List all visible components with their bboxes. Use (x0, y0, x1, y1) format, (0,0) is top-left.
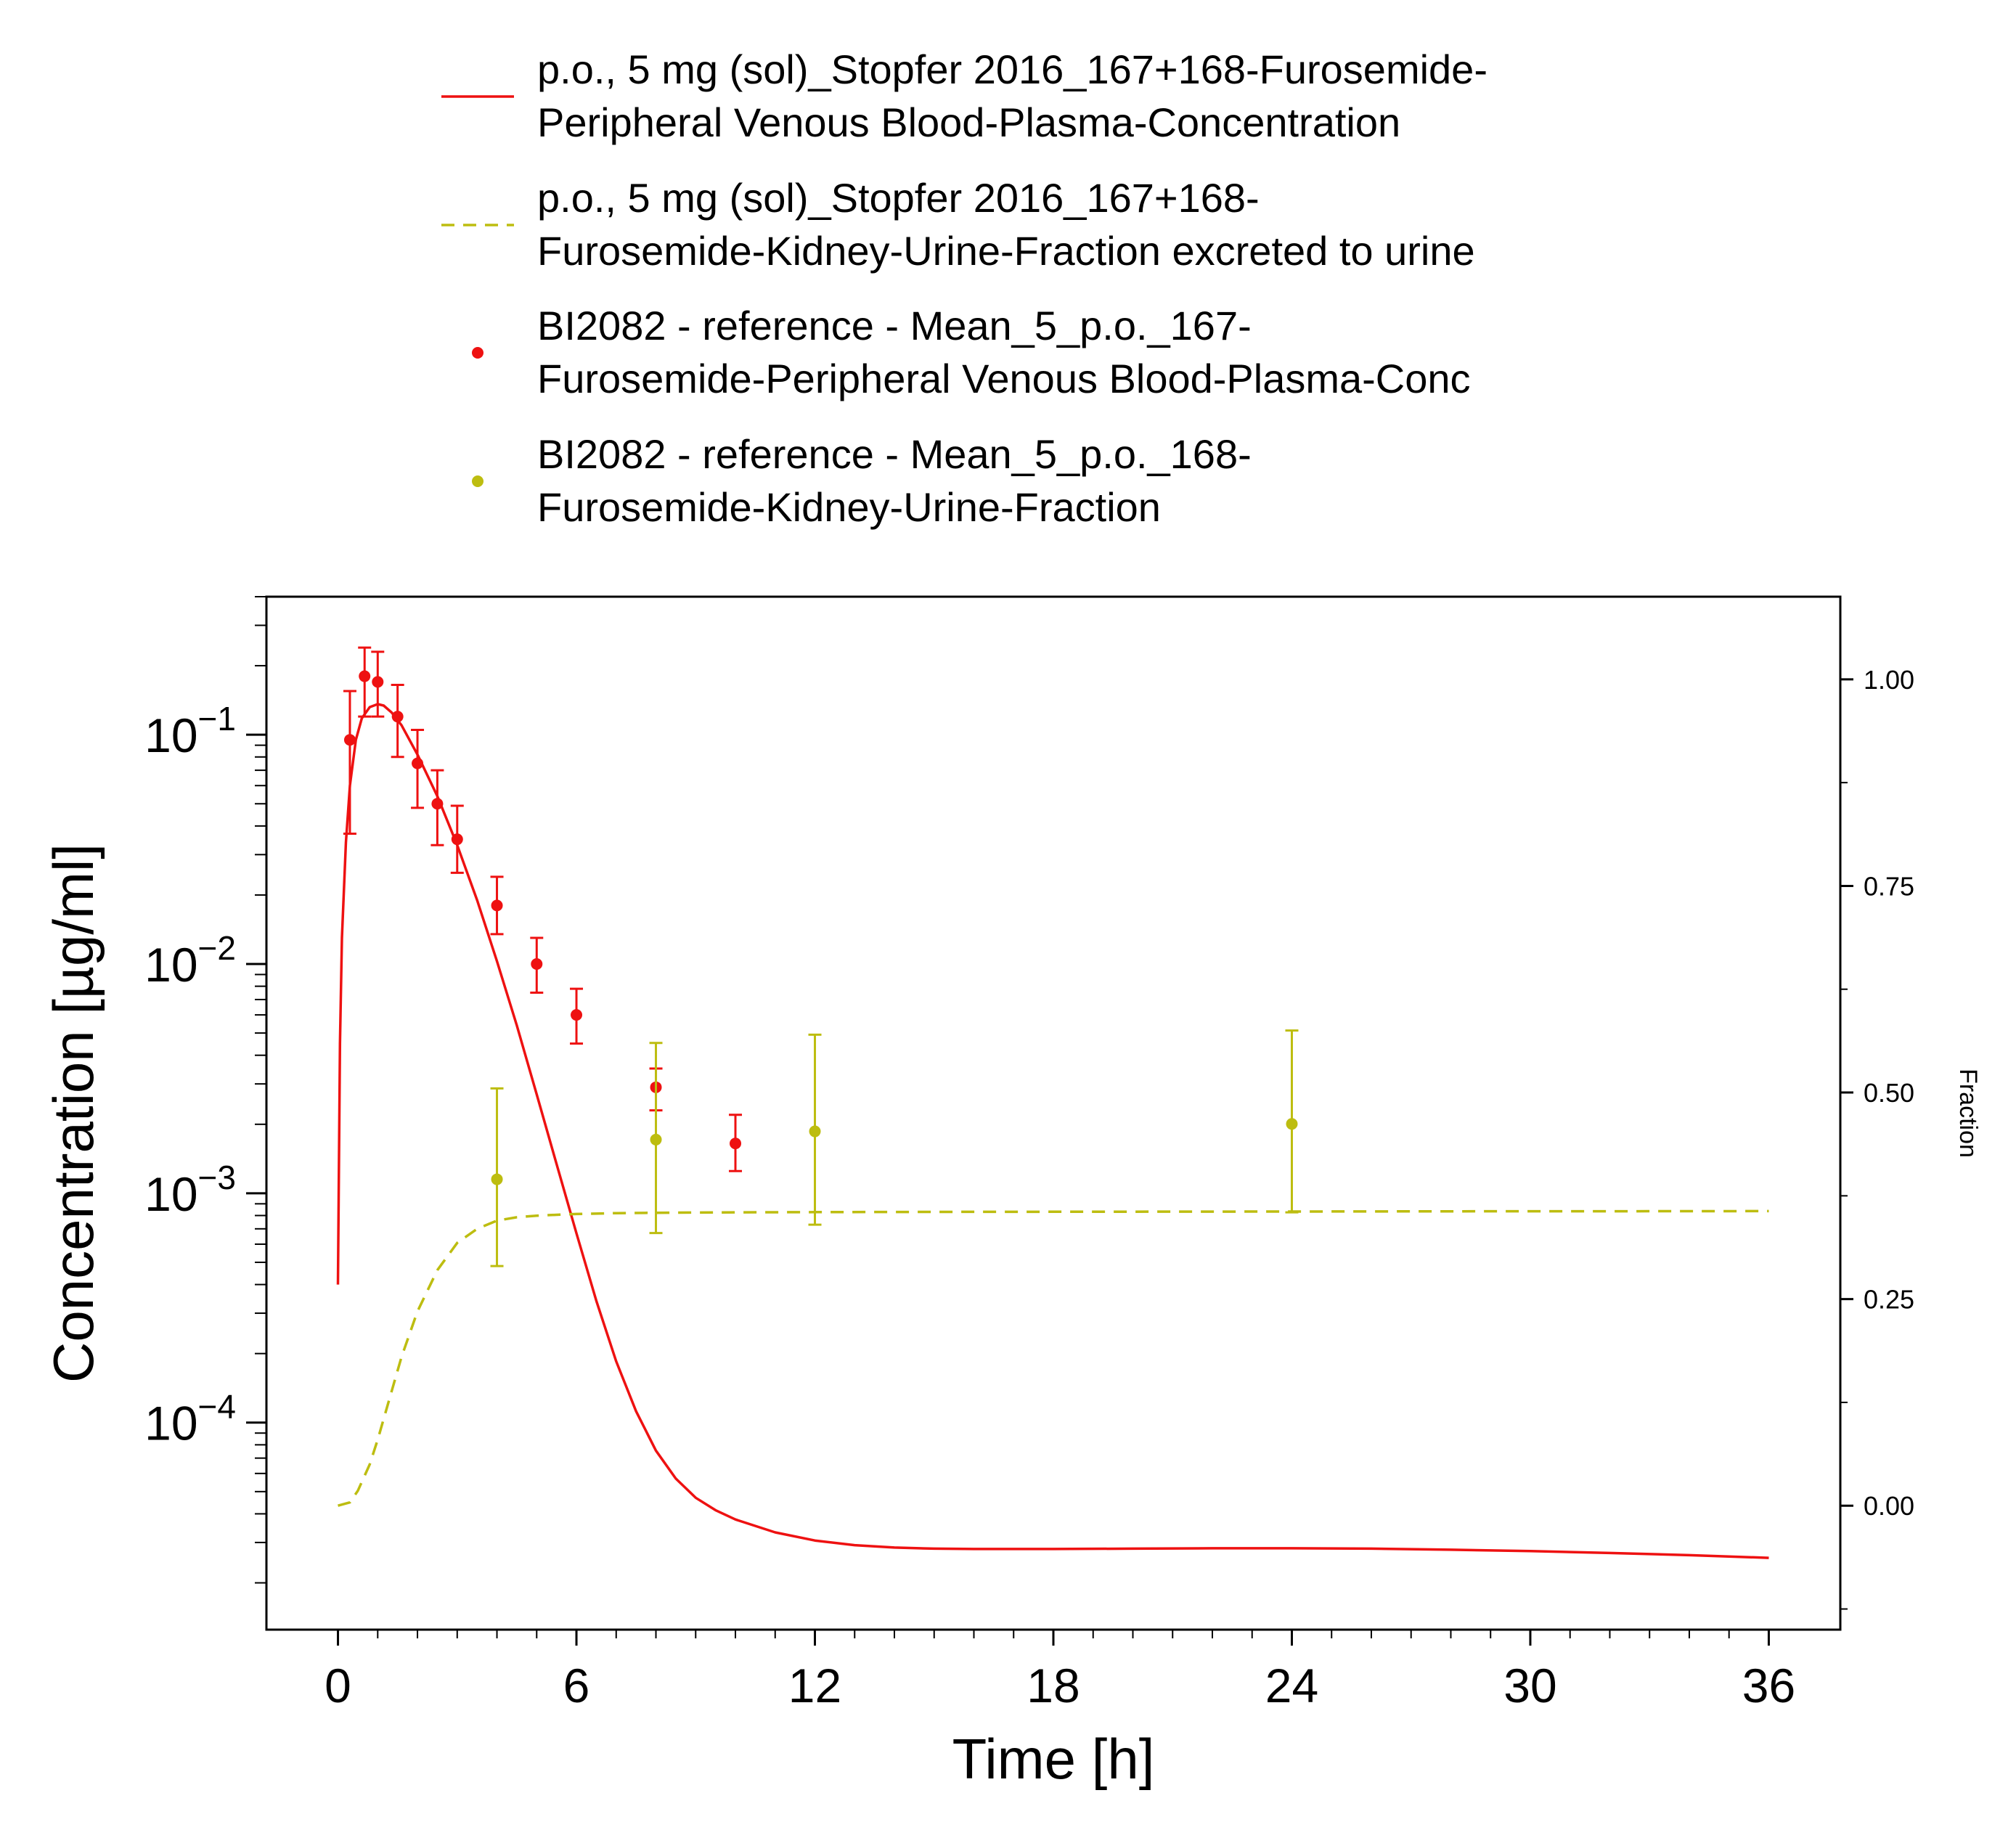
y-tick-label: 10−1 (144, 700, 236, 762)
data-point (809, 1125, 821, 1137)
y2-tick-label: 1.00 (1864, 665, 1914, 695)
data-point (391, 711, 404, 723)
error-bar (343, 690, 356, 836)
legend-label: p.o., 5 mg (sol)_Stopfer 2016_167+168- (537, 175, 1260, 221)
x-tick-label: 24 (1265, 1659, 1318, 1712)
y-axis-title: Concentration [µg/ml] (41, 843, 105, 1383)
legend-item: BI2082 - reference - Mean_5_p.o._168- Fur… (472, 431, 1252, 530)
x-axis: 0 6 12 18 24 30 36 (325, 1630, 1795, 1712)
legend-point-swatch (472, 475, 483, 487)
x-tick-label: 12 (788, 1659, 841, 1712)
data-point (343, 734, 356, 746)
plot-frame (265, 595, 1842, 1631)
plot-area (336, 646, 1769, 1559)
legend-item: p.o., 5 mg (sol)_Stopfer 2016_167+168- Fu… (441, 175, 1475, 274)
legend-label: BI2082 - reference - Mean_5_p.o._168- (537, 431, 1252, 477)
error-bar (358, 646, 372, 718)
data-point (730, 1137, 742, 1150)
data-point (491, 1173, 503, 1185)
legend-label: Furosemide-Peripheral Venous Blood-Plasm… (537, 356, 1471, 401)
legend-label: Peripheral Venous Blood-Plasma-Concentra… (537, 99, 1400, 145)
x-tick-label: 6 (563, 1659, 590, 1712)
data-point (451, 833, 463, 846)
x-tick-label: 30 (1503, 1659, 1556, 1712)
data-point (1286, 1118, 1298, 1130)
data-point (650, 1133, 662, 1145)
y2-axis-title: Fraction (1954, 1069, 1982, 1158)
data-point (372, 676, 384, 688)
y2-tick-label: 0.75 (1864, 871, 1914, 901)
y-tick-label: 10−3 (144, 1159, 236, 1221)
series-line (336, 703, 1769, 1559)
x-tick-label: 0 (325, 1659, 351, 1712)
x-tick-label: 18 (1027, 1659, 1080, 1712)
data-point (412, 757, 424, 769)
data-point (431, 798, 444, 810)
y2-tick-label: 0.25 (1864, 1285, 1914, 1315)
legend-item: p.o., 5 mg (sol)_Stopfer 2016_167+168-Fu… (441, 46, 1487, 145)
series-1 (338, 1209, 1769, 1507)
x-axis-title: Time [h] (952, 1727, 1155, 1791)
series-3 (490, 1029, 1299, 1267)
legend-item: BI2082 - reference - Mean_5_p.o._167- Fur… (472, 303, 1471, 401)
legend-label: Furosemide-Kidney-Urine-Fraction (537, 484, 1161, 530)
data-point (571, 1009, 583, 1021)
y2-tick-label: 0.00 (1864, 1491, 1914, 1521)
y-tick-label: 10−4 (144, 1388, 236, 1450)
legend: p.o., 5 mg (sol)_Stopfer 2016_167+168- Fu… (441, 46, 1487, 530)
y-tick-label: 10−2 (144, 929, 236, 992)
series-line (338, 1209, 1769, 1507)
series-2 (343, 646, 743, 1172)
x-tick-label: 36 (1742, 1659, 1795, 1712)
legend-point-swatch (472, 347, 483, 359)
y-axis: 10−1 10−2 10−3 10−4 (144, 596, 266, 1584)
legend-label: Furosemide-Kidney-Urine-Fraction excrete… (537, 228, 1475, 274)
legend-label: p.o., 5 mg (sol)_Stopfer 2016_167+168-Fu… (537, 46, 1487, 92)
y2-tick-label: 0.50 (1864, 1078, 1914, 1108)
legend-label: BI2082 - reference - Mean_5_p.o._167- (537, 303, 1252, 348)
series-0 (336, 703, 1769, 1559)
y2-axis: 0.00 0.25 0.50 0.75 1.00 (1840, 665, 1914, 1610)
data-point (359, 670, 371, 682)
data-point (491, 899, 503, 912)
data-point (531, 958, 543, 971)
